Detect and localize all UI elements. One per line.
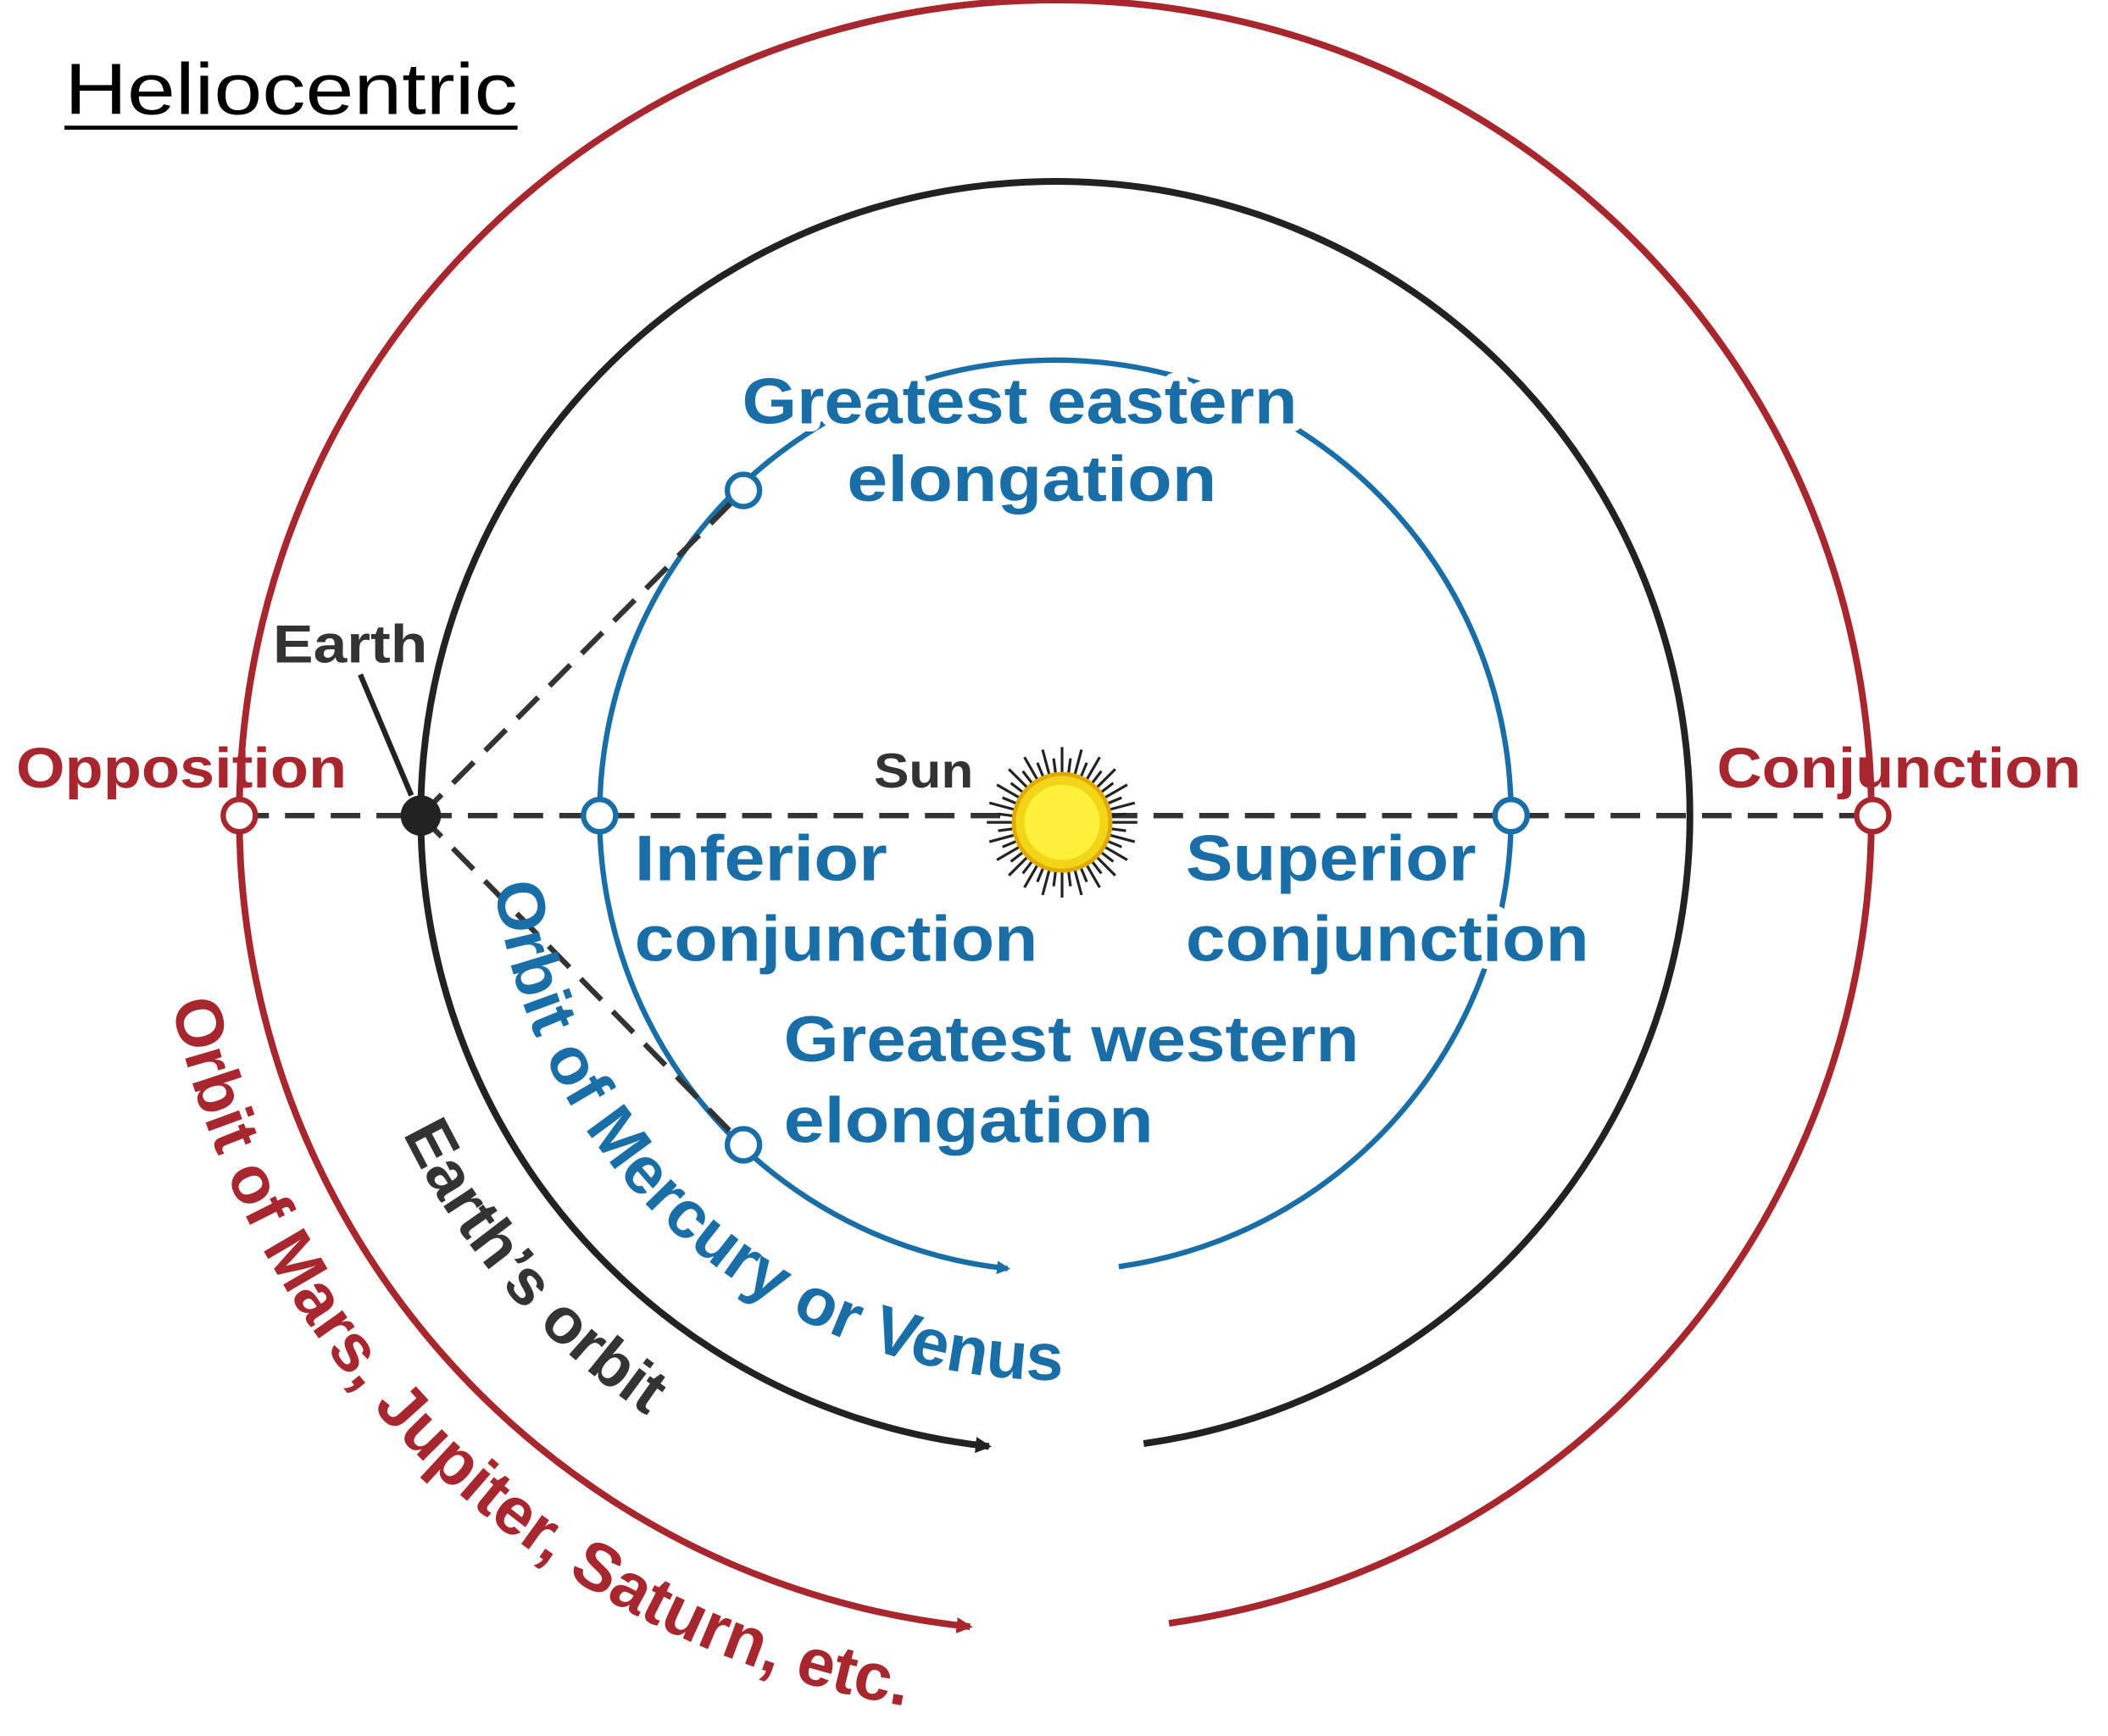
sun-core [1024,784,1100,860]
sun-ray [988,801,1019,812]
elongation-line [419,813,746,1147]
elongation-line [419,488,746,818]
orbits [236,0,1875,1633]
western-label: elongation [784,1084,1154,1156]
sun-ray [996,843,1024,861]
superior-label: conjunction [1186,903,1589,975]
eastern-point [724,471,763,509]
sun-ray [1105,832,1136,843]
sun-label: Sun [874,744,973,798]
sun-ray [1093,768,1116,792]
earth-label: Earth [273,615,427,674]
inferior-label: conjunction [635,903,1038,975]
superior-point [1492,796,1530,835]
sun-ray [1083,756,1101,784]
western-label: Greatest western [784,1004,1360,1076]
earth-orbit [417,178,1694,1454]
sun-ray [1023,860,1041,888]
sun-ray [1041,748,1052,779]
sun-ray [1093,854,1116,876]
opposition-point [220,796,259,835]
sun-ray [1072,865,1083,896]
superior-label: Superior [1186,822,1477,894]
inner-orbit [597,357,1514,1275]
eastern-label: Greatest eastern [743,365,1298,437]
inferior-point [581,796,619,835]
sun-ray [988,832,1019,843]
sun-ray [1083,860,1101,888]
sun-ray [1041,865,1052,896]
sun-ray [1100,843,1128,861]
earth-pointer [358,673,414,797]
sun-ray [1105,801,1136,812]
opposition-label: Opposition [16,737,347,800]
sun-ray [1072,748,1083,779]
earth [400,795,442,836]
title: Heliocentric [64,49,518,131]
sun [987,747,1137,898]
eastern-label: elongation [847,443,1216,515]
outer-orbit [236,0,1875,1633]
sun-ray [1008,768,1032,792]
inferior-label: Inferior [635,822,887,894]
sun-ray [1023,756,1041,784]
western-point [724,1126,763,1164]
conjunction-label: Conjunction [1716,737,2081,800]
sun-ray [1008,854,1032,876]
sun-ray [996,783,1024,801]
sun-ray [1100,783,1128,801]
conjunction-point [1854,796,1892,835]
